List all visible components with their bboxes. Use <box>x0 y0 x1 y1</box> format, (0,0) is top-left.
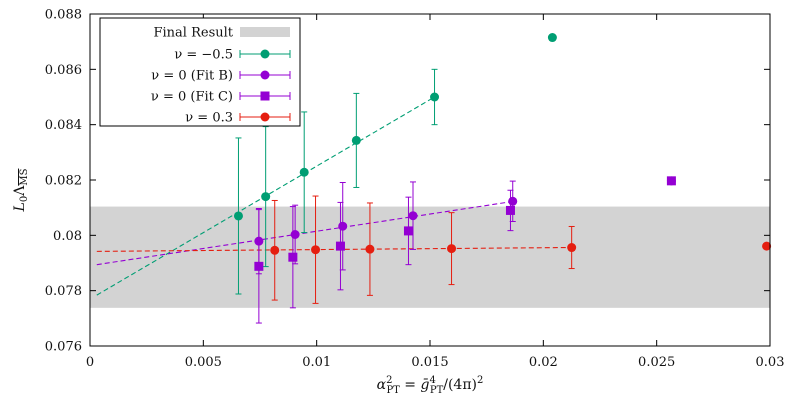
y-tick-label-1: 0.078 <box>45 284 82 299</box>
data-point-s3-p0 <box>270 245 280 255</box>
y-tick-label-4: 0.084 <box>45 118 82 133</box>
x-axis-label-eq: = <box>400 377 421 393</box>
x-tick-label-3: 0.015 <box>411 355 448 370</box>
y-tick-label-6: 0.088 <box>45 8 82 23</box>
y-tick-label-3: 0.082 <box>45 174 82 189</box>
x-axis-label: α2 PT = ḡ4 PT/(4π)2 <box>377 375 484 396</box>
x-axis-label-gsub: PT <box>430 385 444 396</box>
data-point-s3-p2 <box>365 244 375 254</box>
y-axis-label-L: L <box>12 202 28 212</box>
data-point-s1-p3 <box>408 211 418 221</box>
data-point-s2-p2 <box>335 241 345 251</box>
x-axis-label-den: /(4π) <box>443 377 477 393</box>
axes: 0 0.005 0.01 0.015 0.02 0.025 0.03 0.076 0.078 0.… <box>45 8 785 371</box>
legend-label-series-1: ν = 0 (Fit B) <box>151 69 233 84</box>
x-tick-label-1: 0.005 <box>185 355 222 370</box>
fit-line-series-3 <box>96 246 571 252</box>
final-result-band <box>90 206 770 308</box>
data-point-s0-p3 <box>351 135 361 145</box>
y-axis-label-sub: 0 <box>19 196 30 202</box>
legend-marker-series-2 <box>260 91 270 101</box>
legend-label-series-3: ν = 0.3 <box>185 111 233 126</box>
y-tick-label-0: 0.076 <box>45 340 82 355</box>
x-axis-label-sup: 2 <box>386 375 392 386</box>
y-tick-label-5: 0.086 <box>45 63 82 78</box>
y-tick-label-2: 0.08 <box>53 229 82 244</box>
y-axis-label-lambda: Λ <box>12 185 28 197</box>
data-point-s1-p4 <box>508 196 518 206</box>
data-point-s3-p4 <box>567 243 577 253</box>
legend: Final Result ν = −0.5 ν = 0 (Fit B) ν = 0 (… <box>99 17 301 127</box>
data-point-s1-p1 <box>290 230 300 240</box>
legend-marker-series-0 <box>260 49 270 59</box>
data-point-s0-p0 <box>233 211 243 221</box>
y-axis-label: L0ΛMS <box>12 168 30 212</box>
data-point-s0-p1 <box>261 192 271 202</box>
final-result-band-layer <box>90 206 770 308</box>
legend-marker-series-3 <box>260 112 270 122</box>
legend-marker-series-1 <box>260 70 270 80</box>
x-tick-label-0: 0 <box>86 355 94 370</box>
data-point-s0-p5 <box>547 33 557 43</box>
x-tick-label-4: 0.02 <box>529 355 558 370</box>
legend-label-final-result: Final Result <box>154 26 234 41</box>
x-tick-label-6: 0.03 <box>756 355 785 370</box>
data-point-s3-p1 <box>311 245 321 255</box>
x-axis-label-sub: PT <box>386 385 400 396</box>
data-point-s0-p4 <box>430 92 440 102</box>
x-tick-label-2: 0.01 <box>302 355 331 370</box>
data-point-s2-p3 <box>403 226 413 236</box>
data-points-layer <box>233 33 772 324</box>
x-axis-label-densup: 2 <box>477 375 483 386</box>
data-point-s2-p5 <box>666 176 676 186</box>
data-point-s3-p5 <box>762 241 772 251</box>
data-point-s2-p0 <box>254 261 264 271</box>
data-point-s2-p1 <box>288 252 298 262</box>
legend-label-series-2: ν = 0 (Fit C) <box>151 90 233 105</box>
data-point-s3-p3 <box>447 244 457 254</box>
legend-label-series-0: ν = −0.5 <box>174 48 233 63</box>
y-axis-label-ms: MS <box>19 168 30 185</box>
legend-swatch-final-result <box>240 27 290 37</box>
x-axis-label-gsup: 4 <box>429 375 435 386</box>
data-point-s2-p4 <box>505 205 515 215</box>
x-tick-label-5: 0.025 <box>638 355 675 370</box>
x-axis-label-g: ḡ <box>421 377 430 393</box>
data-point-s0-p2 <box>299 167 309 177</box>
x-axis-label-alpha: α <box>377 377 387 393</box>
data-point-s1-p2 <box>338 221 348 231</box>
